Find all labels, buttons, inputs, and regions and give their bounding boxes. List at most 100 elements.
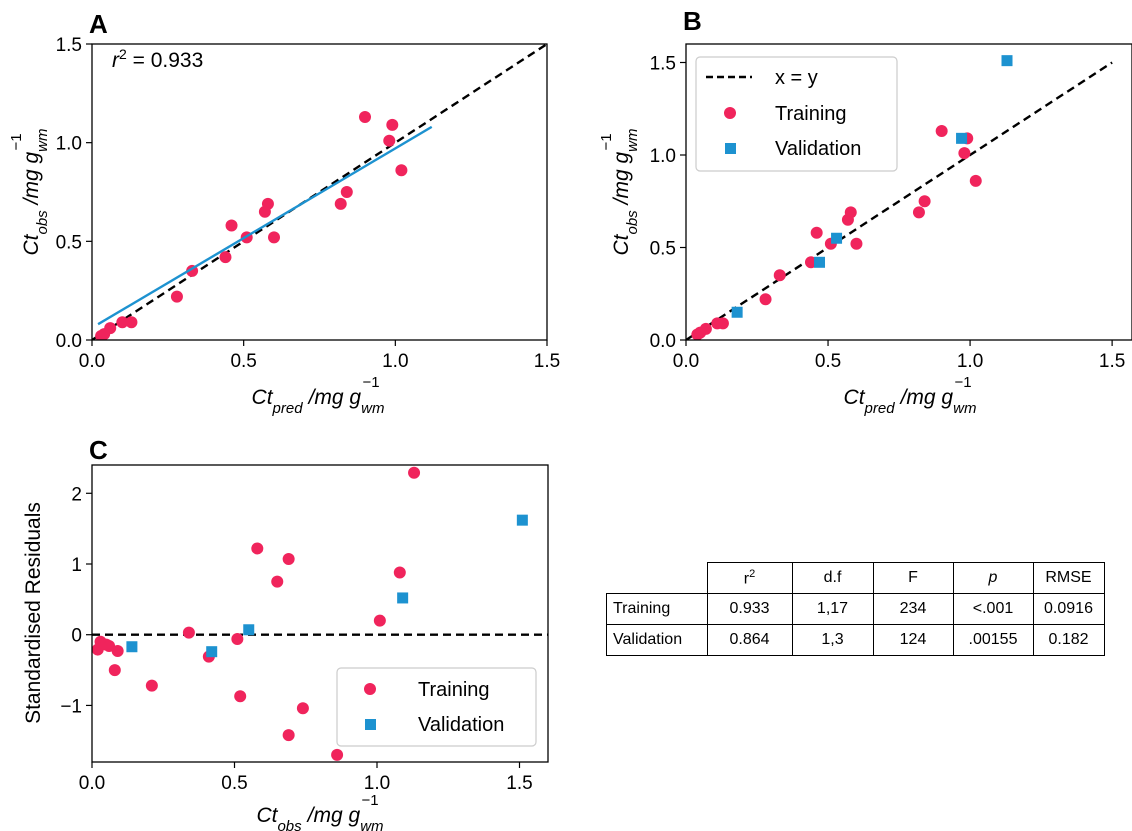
panel-c-legend-box bbox=[336, 667, 537, 747]
panel-c-training-point bbox=[251, 542, 264, 555]
panel-b-legend-validation-swatch bbox=[725, 143, 736, 154]
panel-b-xtick-label: 0.5 bbox=[815, 351, 841, 372]
panel-b-training-point bbox=[844, 206, 857, 219]
panel-c-legend-validation-swatch bbox=[365, 719, 376, 730]
stats-table-corner bbox=[606, 562, 708, 594]
stats-table-row-label: Training bbox=[606, 593, 708, 625]
panel-c-ytick-label: 0 bbox=[71, 626, 82, 647]
panel-c-ytick-label: 1 bbox=[71, 555, 82, 576]
panel-b-validation-point bbox=[1001, 55, 1013, 67]
panel-c-training-point bbox=[108, 664, 121, 677]
panel-b-training-point bbox=[935, 124, 948, 137]
panel-b-legend-training-swatch bbox=[724, 107, 736, 119]
panel-a-training-point bbox=[104, 322, 117, 335]
panel-a-training-point bbox=[359, 111, 371, 124]
stats-table-cell-df: 1,3 bbox=[791, 624, 874, 656]
panel-c-ytick-label: −1 bbox=[60, 696, 82, 717]
panel-b-legend-box bbox=[695, 56, 898, 172]
panel-b-legend: x = y Training Validation bbox=[695, 56, 898, 172]
panel-b-training-point bbox=[716, 317, 729, 330]
panel-b-training-point bbox=[759, 293, 772, 306]
panel-c-training-point bbox=[408, 466, 421, 479]
panel-b-ytick-label: 0.0 bbox=[650, 331, 676, 352]
stats-table-header-rmse: RMSE bbox=[1032, 562, 1105, 594]
panel-c-xtick-label: 1.5 bbox=[506, 773, 532, 794]
panel-c-training-point bbox=[373, 614, 386, 627]
panel-a-ylabel: Ctobs/mg gwm−1 bbox=[8, 128, 51, 255]
panel-c-plot-area: 0.0 0.5 1.0 1.5 −1 0 1 2 bbox=[60, 466, 548, 794]
panel-b-training-point bbox=[969, 174, 982, 187]
panel-c-legend-training-swatch bbox=[364, 683, 376, 695]
panel-b-validation-point bbox=[956, 132, 968, 144]
panel-c-training-point bbox=[234, 690, 247, 703]
panel-a-xtick-label: 0.5 bbox=[230, 351, 256, 372]
panel-b-training-point bbox=[773, 269, 786, 282]
panel-b-training-point bbox=[804, 256, 817, 269]
panel-b-identity-line bbox=[686, 61, 1113, 340]
stats-table-row-label: Validation bbox=[606, 624, 708, 656]
panel-c-xlabel: Ctobs/mg gwm−1 bbox=[256, 792, 383, 831]
panel-a-training-point bbox=[383, 134, 396, 147]
panel-c-xtick-label: 0.0 bbox=[79, 773, 105, 794]
panel-b-xtick-label: 1.0 bbox=[957, 351, 983, 372]
panel-c-training-point bbox=[282, 553, 295, 566]
panel-a: A 0.0 0.5 1.0 1.5 0.0 0.5 1.0 1.5 r2 = 0.933 Ct… bbox=[8, 9, 560, 417]
panel-a-plot-area: 0.0 0.5 1.0 1.5 0.0 0.5 1.0 1.5 bbox=[56, 35, 561, 372]
panel-b-xtick-label: 0.0 bbox=[673, 351, 699, 372]
panel-a-xtick-label: 0.0 bbox=[79, 351, 105, 372]
panel-c-validation-point bbox=[206, 646, 218, 658]
panel-b-legend-validation-label: Validation bbox=[775, 138, 861, 160]
panel-b: B 0.0 0.5 1.0 1.5 0.0 0.5 1.0 1.5 x = y Trainin… bbox=[598, 6, 1132, 417]
panel-b-letter: B bbox=[683, 6, 702, 36]
panel-b-training-point bbox=[912, 206, 925, 219]
panel-c-validation-point bbox=[243, 624, 255, 636]
panel-a-training-point bbox=[225, 219, 238, 232]
panel-c-training-point bbox=[111, 644, 124, 657]
panel-c-letter: C bbox=[89, 435, 108, 465]
panel-b-training-point bbox=[958, 147, 971, 160]
stats-table-cell-p: .00155 bbox=[952, 624, 1034, 656]
stats-table-cell-f: 124 bbox=[872, 624, 954, 656]
stats-table-header-df: d.f bbox=[791, 562, 874, 594]
panel-b-legend-line-label: x = y bbox=[775, 67, 818, 89]
stats-table-cell-rmse: 0.0916 bbox=[1032, 593, 1105, 625]
panel-b-xtick-label: 1.5 bbox=[1099, 351, 1125, 372]
stats-table-header-f: F bbox=[872, 562, 954, 594]
panel-b-ytick-label: 1.5 bbox=[650, 54, 676, 75]
panel-c-training-point bbox=[271, 575, 284, 588]
panel-c-training-point bbox=[231, 632, 244, 645]
panel-b-training-point bbox=[850, 237, 863, 250]
panel-a-training-point bbox=[395, 164, 408, 177]
panel-c-xtick-label: 1.0 bbox=[364, 773, 390, 794]
panel-b-training-point bbox=[699, 322, 712, 335]
stats-table-header-r2: r2 bbox=[706, 562, 793, 594]
table-row: Validation 0.864 1,3 124 .00155 0.182 bbox=[606, 624, 1105, 656]
panel-c-legend-validation-label: Validation bbox=[418, 714, 504, 736]
stats-table-cell-df: 1,17 bbox=[791, 593, 874, 625]
stats-table-cell-r2: 0.864 bbox=[706, 624, 793, 656]
panel-a-training-point bbox=[386, 118, 399, 131]
panel-b-ylabel: Ctobs/mg gwm−1 bbox=[598, 128, 641, 255]
stats-table-cell-r2: 0.933 bbox=[706, 593, 793, 625]
panel-b-xlabel: Ctpred/mg gwm−1 bbox=[844, 374, 977, 417]
panel-a-xtick-label: 1.0 bbox=[382, 351, 408, 372]
panel-c-training-point bbox=[331, 748, 344, 761]
panel-c-training-point bbox=[282, 729, 295, 742]
panel-b-validation-point bbox=[731, 306, 743, 318]
panel-a-xtick-label: 1.5 bbox=[534, 351, 560, 372]
panel-c-ytick-label: 2 bbox=[71, 484, 82, 505]
panel-b-legend-training-label: Training bbox=[775, 103, 847, 125]
panel-c-training-point bbox=[393, 566, 406, 579]
panel-c-xtick-label: 0.5 bbox=[221, 773, 247, 794]
panel-c-validation-point bbox=[397, 592, 409, 604]
panel-b-frame bbox=[685, 43, 1132, 341]
panel-b-ytick-label: 1.0 bbox=[650, 146, 676, 167]
panel-c-validation-point bbox=[516, 514, 528, 526]
panel-a-letter: A bbox=[89, 9, 108, 39]
panel-a-training-point bbox=[261, 197, 274, 210]
panel-a-training-point bbox=[268, 231, 280, 244]
panel-b-validation-point bbox=[831, 232, 843, 244]
panel-a-training-point bbox=[125, 316, 138, 329]
stats-table-header-row: r2 d.f F p RMSE bbox=[606, 562, 1105, 594]
panel-c-ylabel: Standardised Residuals bbox=[22, 502, 45, 724]
